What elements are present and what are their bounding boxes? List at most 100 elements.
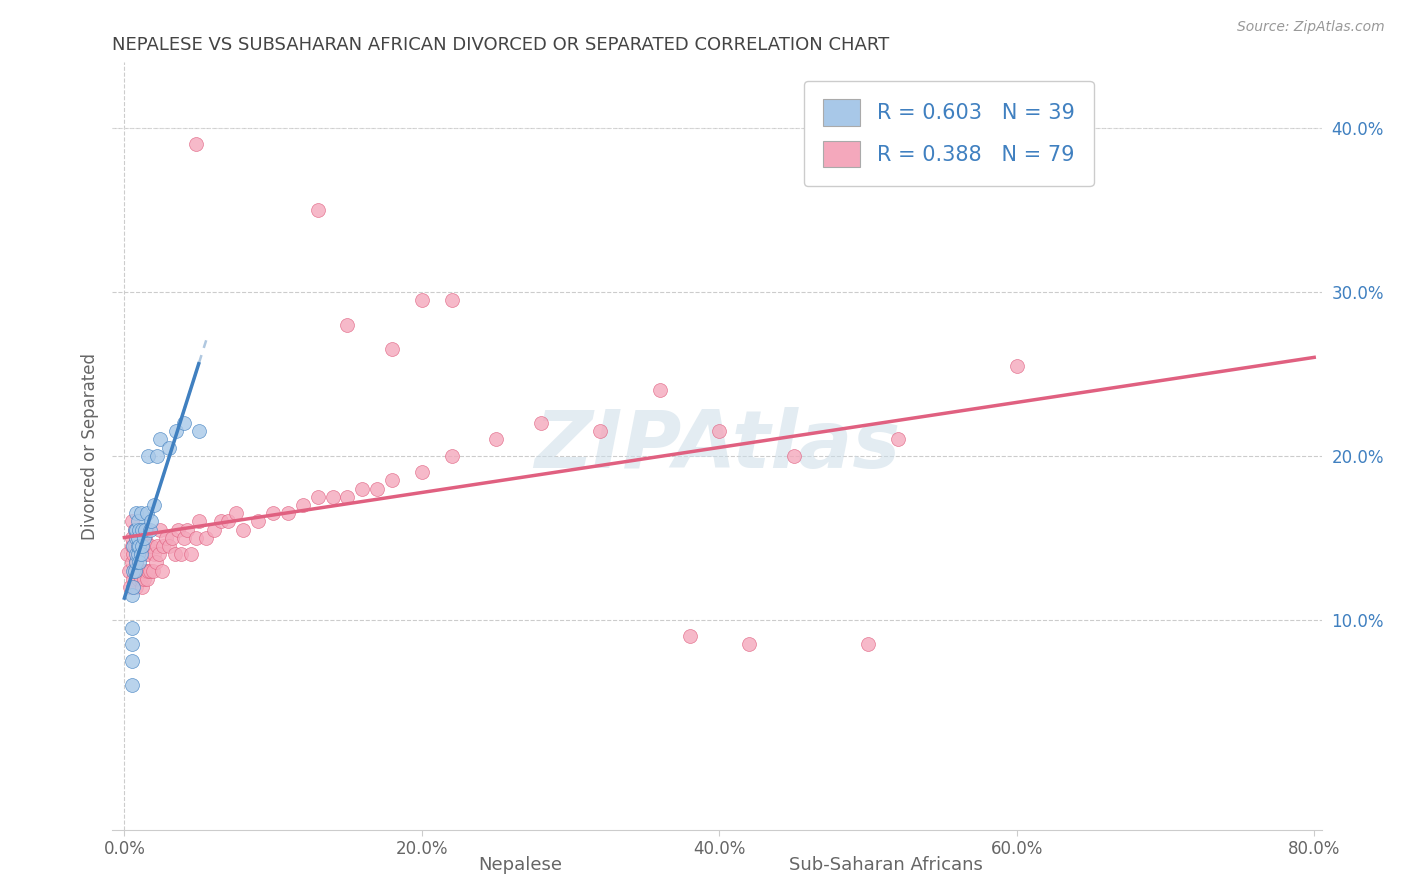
Point bbox=[352, 482, 374, 496]
Point bbox=[125, 531, 148, 545]
Point bbox=[131, 580, 153, 594]
Point bbox=[589, 424, 612, 438]
Point bbox=[129, 547, 152, 561]
Text: ZIPAtlas: ZIPAtlas bbox=[534, 407, 900, 485]
Point bbox=[127, 531, 149, 545]
Point bbox=[336, 318, 359, 332]
Point bbox=[381, 343, 404, 357]
Point bbox=[128, 539, 150, 553]
Point bbox=[127, 572, 149, 586]
Point bbox=[381, 474, 404, 488]
Point bbox=[117, 547, 139, 561]
Point bbox=[157, 441, 180, 455]
Point bbox=[143, 498, 166, 512]
Point bbox=[167, 523, 190, 537]
Point bbox=[127, 515, 149, 529]
Point bbox=[121, 539, 143, 553]
Point bbox=[124, 523, 146, 537]
Point bbox=[218, 515, 240, 529]
Point bbox=[121, 678, 143, 692]
Point bbox=[307, 202, 329, 217]
Point bbox=[125, 523, 148, 537]
Point bbox=[132, 547, 155, 561]
Text: NEPALESE VS SUBSAHARAN AFRICAN DIVORCED OR SEPARATED CORRELATION CHART: NEPALESE VS SUBSAHARAN AFRICAN DIVORCED … bbox=[112, 36, 890, 54]
Point bbox=[125, 506, 148, 520]
Point bbox=[124, 564, 146, 578]
Point bbox=[146, 449, 169, 463]
Point bbox=[128, 523, 150, 537]
Point bbox=[135, 572, 157, 586]
Point bbox=[209, 515, 232, 529]
Point bbox=[291, 498, 314, 512]
Point bbox=[138, 564, 160, 578]
Point bbox=[232, 523, 254, 537]
Point bbox=[440, 449, 463, 463]
Point bbox=[142, 564, 165, 578]
Point bbox=[135, 523, 157, 537]
Point bbox=[165, 424, 187, 438]
Point bbox=[146, 539, 169, 553]
Point bbox=[125, 531, 148, 545]
Point bbox=[122, 580, 145, 594]
Point bbox=[122, 572, 145, 586]
Point bbox=[127, 539, 149, 553]
Point bbox=[134, 531, 156, 545]
Point bbox=[247, 515, 270, 529]
Point bbox=[180, 547, 202, 561]
Point bbox=[143, 547, 166, 561]
Point bbox=[124, 564, 146, 578]
Point bbox=[135, 547, 157, 561]
Text: Nepalese: Nepalese bbox=[478, 855, 562, 873]
Point bbox=[678, 629, 700, 643]
Point bbox=[485, 433, 508, 447]
Point bbox=[122, 564, 145, 578]
Point bbox=[118, 564, 141, 578]
Point bbox=[138, 523, 160, 537]
Point bbox=[411, 465, 433, 479]
Point bbox=[173, 416, 195, 430]
Point bbox=[262, 506, 284, 520]
Point bbox=[336, 490, 359, 504]
Point bbox=[121, 637, 143, 651]
Point bbox=[134, 523, 156, 537]
Point bbox=[187, 515, 209, 529]
Point bbox=[163, 547, 186, 561]
Point bbox=[127, 547, 149, 561]
Point bbox=[125, 555, 148, 569]
Point bbox=[202, 523, 225, 537]
Point bbox=[152, 539, 174, 553]
Point bbox=[887, 433, 910, 447]
Point bbox=[122, 547, 145, 561]
Point bbox=[129, 547, 152, 561]
Point bbox=[149, 433, 172, 447]
Point bbox=[128, 539, 150, 553]
Point bbox=[128, 564, 150, 578]
Point bbox=[136, 449, 159, 463]
Point bbox=[170, 547, 193, 561]
Legend: R = 0.603   N = 39, R = 0.388   N = 79: R = 0.603 N = 39, R = 0.388 N = 79 bbox=[804, 80, 1094, 186]
Point bbox=[124, 539, 146, 553]
Point bbox=[121, 515, 143, 529]
Point bbox=[145, 555, 167, 569]
Point bbox=[856, 637, 879, 651]
Text: Sub-Saharan Africans: Sub-Saharan Africans bbox=[789, 855, 983, 873]
Point bbox=[307, 490, 329, 504]
Point bbox=[184, 137, 207, 152]
Point bbox=[132, 531, 155, 545]
Point bbox=[134, 564, 156, 578]
Point bbox=[128, 555, 150, 569]
Point bbox=[131, 523, 153, 537]
Point bbox=[440, 293, 463, 307]
Point bbox=[187, 424, 209, 438]
Point bbox=[132, 572, 155, 586]
Point bbox=[709, 424, 731, 438]
Point bbox=[136, 564, 159, 578]
Point bbox=[131, 539, 153, 553]
Point bbox=[129, 506, 152, 520]
Point bbox=[121, 588, 143, 602]
Point bbox=[121, 654, 143, 668]
Point bbox=[122, 539, 145, 553]
Point bbox=[149, 523, 172, 537]
Point bbox=[225, 506, 247, 520]
Point bbox=[1005, 359, 1028, 373]
